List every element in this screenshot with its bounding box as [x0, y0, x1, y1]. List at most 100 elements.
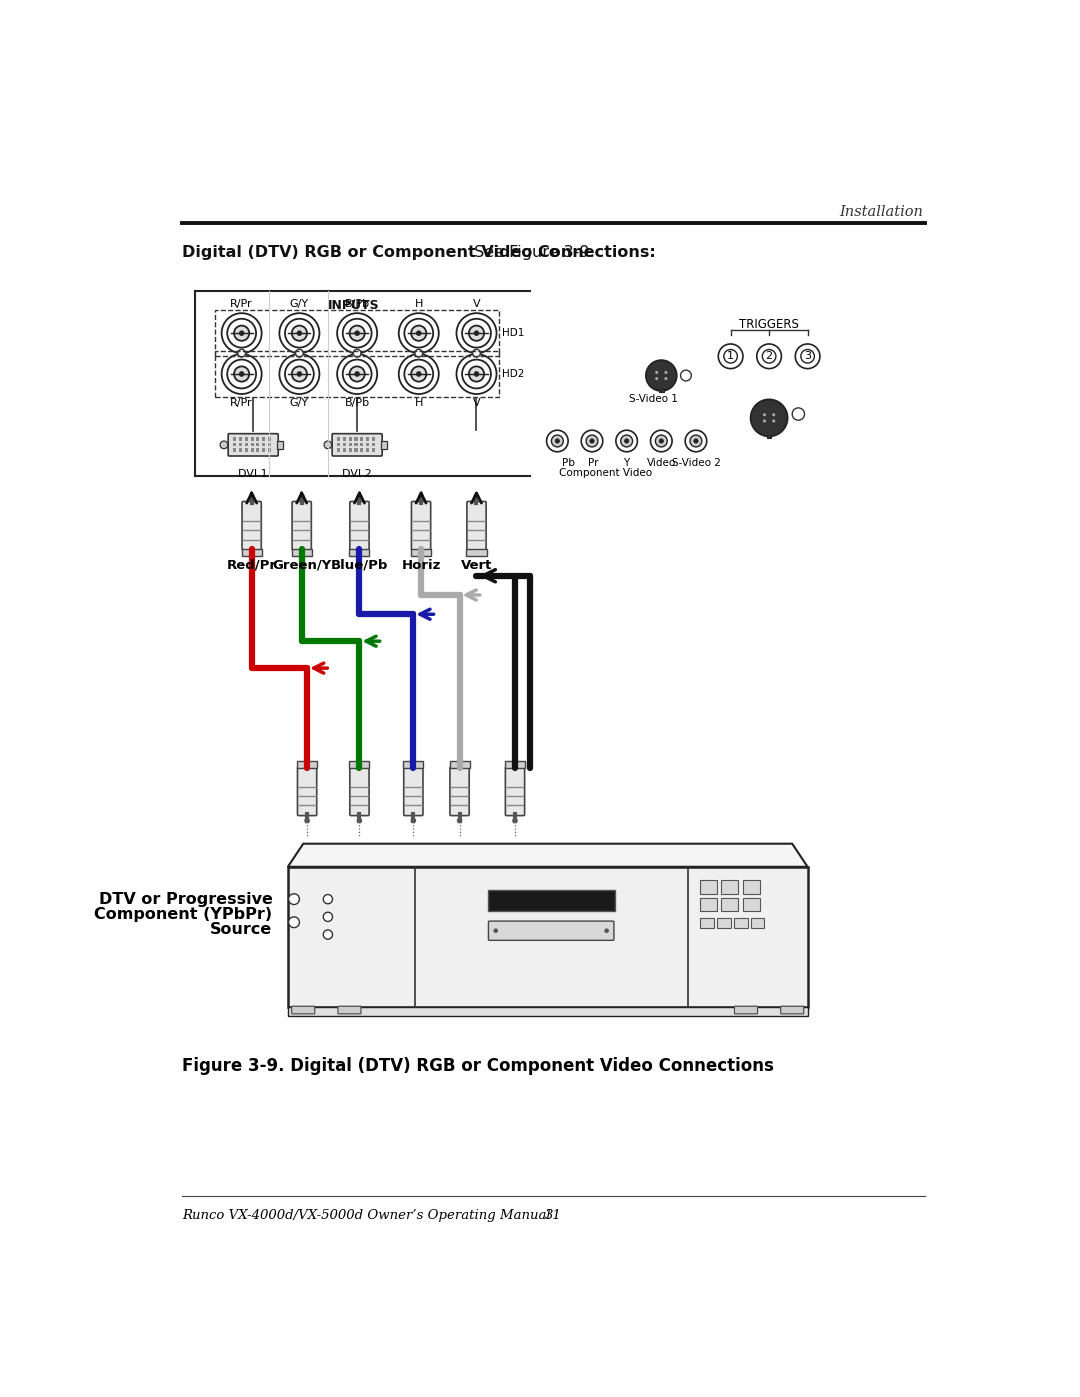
Circle shape [664, 372, 667, 374]
FancyBboxPatch shape [242, 502, 261, 550]
Circle shape [474, 331, 478, 335]
Bar [349, 448, 352, 451]
FancyBboxPatch shape [350, 502, 369, 550]
Circle shape [350, 326, 365, 341]
FancyBboxPatch shape [333, 433, 382, 455]
Bar [288, 1007, 808, 1016]
Circle shape [415, 349, 422, 358]
Circle shape [656, 372, 658, 374]
Circle shape [337, 353, 377, 394]
Circle shape [249, 495, 254, 499]
Text: Pb: Pb [563, 458, 576, 468]
Circle shape [292, 366, 307, 381]
Circle shape [616, 430, 637, 451]
Circle shape [227, 319, 256, 348]
Circle shape [285, 319, 314, 348]
Text: Component (YPbPr): Component (YPbPr) [94, 907, 272, 922]
Text: Pr: Pr [589, 458, 598, 468]
Circle shape [220, 441, 228, 448]
Bar [354, 437, 357, 441]
Circle shape [751, 400, 787, 436]
Bar [733, 918, 747, 929]
Circle shape [664, 377, 667, 380]
Text: R/Pr: R/Pr [230, 398, 253, 408]
Text: 2: 2 [766, 351, 772, 362]
Text: 3: 3 [805, 351, 811, 362]
FancyBboxPatch shape [292, 1006, 314, 1014]
Bar [366, 437, 369, 441]
Text: H: H [415, 299, 423, 309]
Circle shape [555, 439, 559, 443]
Bar [505, 760, 525, 768]
Circle shape [357, 495, 362, 499]
Bar [245, 448, 247, 451]
Circle shape [552, 434, 564, 447]
Circle shape [305, 819, 309, 823]
Circle shape [690, 434, 702, 447]
Circle shape [288, 894, 299, 904]
Circle shape [685, 430, 706, 451]
Text: Video: Video [647, 458, 676, 468]
Text: G/Y: G/Y [289, 398, 309, 408]
Text: HD2: HD2 [502, 369, 524, 379]
Text: DTV or Progressive: DTV or Progressive [98, 891, 272, 907]
Circle shape [323, 912, 333, 922]
Circle shape [297, 372, 301, 376]
Bar [262, 448, 265, 451]
Circle shape [762, 349, 775, 363]
Bar [700, 880, 717, 894]
Text: Runco VX-4000d/VX-5000d Owner’s Operating Manual: Runco VX-4000d/VX-5000d Owner’s Operatin… [183, 1210, 551, 1222]
FancyBboxPatch shape [297, 767, 316, 816]
Circle shape [292, 326, 307, 341]
Bar [700, 898, 717, 911]
Bar [251, 448, 254, 451]
Bar [239, 443, 242, 447]
Circle shape [656, 434, 667, 447]
Text: H: H [415, 398, 423, 408]
Circle shape [646, 360, 677, 391]
Bar [381, 441, 388, 448]
Text: INPUTS: INPUTS [327, 299, 379, 312]
Text: TRIGGERS: TRIGGERS [739, 317, 799, 331]
Circle shape [323, 930, 333, 939]
Circle shape [650, 430, 672, 451]
Circle shape [462, 359, 491, 388]
Circle shape [323, 894, 333, 904]
Bar [659, 390, 663, 393]
Text: See Figure 3-9.: See Figure 3-9. [469, 244, 594, 260]
Circle shape [680, 370, 691, 381]
Circle shape [590, 439, 594, 443]
FancyBboxPatch shape [411, 502, 431, 550]
Bar [242, 549, 261, 556]
Bar [292, 549, 312, 556]
Circle shape [221, 313, 261, 353]
Circle shape [546, 430, 568, 451]
Circle shape [234, 366, 249, 381]
Bar [343, 443, 346, 447]
Circle shape [238, 349, 245, 358]
Text: B/Pb: B/Pb [345, 299, 369, 309]
Bar [256, 443, 259, 447]
Bar [372, 443, 375, 447]
Circle shape [801, 349, 814, 363]
Circle shape [354, 372, 360, 376]
FancyBboxPatch shape [488, 921, 613, 940]
Circle shape [513, 819, 517, 823]
Circle shape [795, 344, 820, 369]
Text: Source: Source [211, 922, 272, 937]
FancyBboxPatch shape [505, 767, 525, 816]
Circle shape [221, 353, 261, 394]
Text: B/Pb: B/Pb [345, 398, 369, 408]
Bar [488, 890, 615, 911]
Circle shape [474, 495, 478, 499]
Text: Digital (DTV) RGB or Component Video Connections:: Digital (DTV) RGB or Component Video Con… [183, 244, 657, 260]
Circle shape [342, 319, 372, 348]
Text: Y: Y [623, 458, 630, 468]
Bar [743, 898, 760, 911]
Bar [743, 880, 760, 894]
Bar [354, 448, 357, 451]
Bar [717, 918, 730, 929]
Text: V: V [473, 398, 481, 408]
Circle shape [296, 349, 303, 358]
Text: HD1: HD1 [502, 328, 524, 338]
